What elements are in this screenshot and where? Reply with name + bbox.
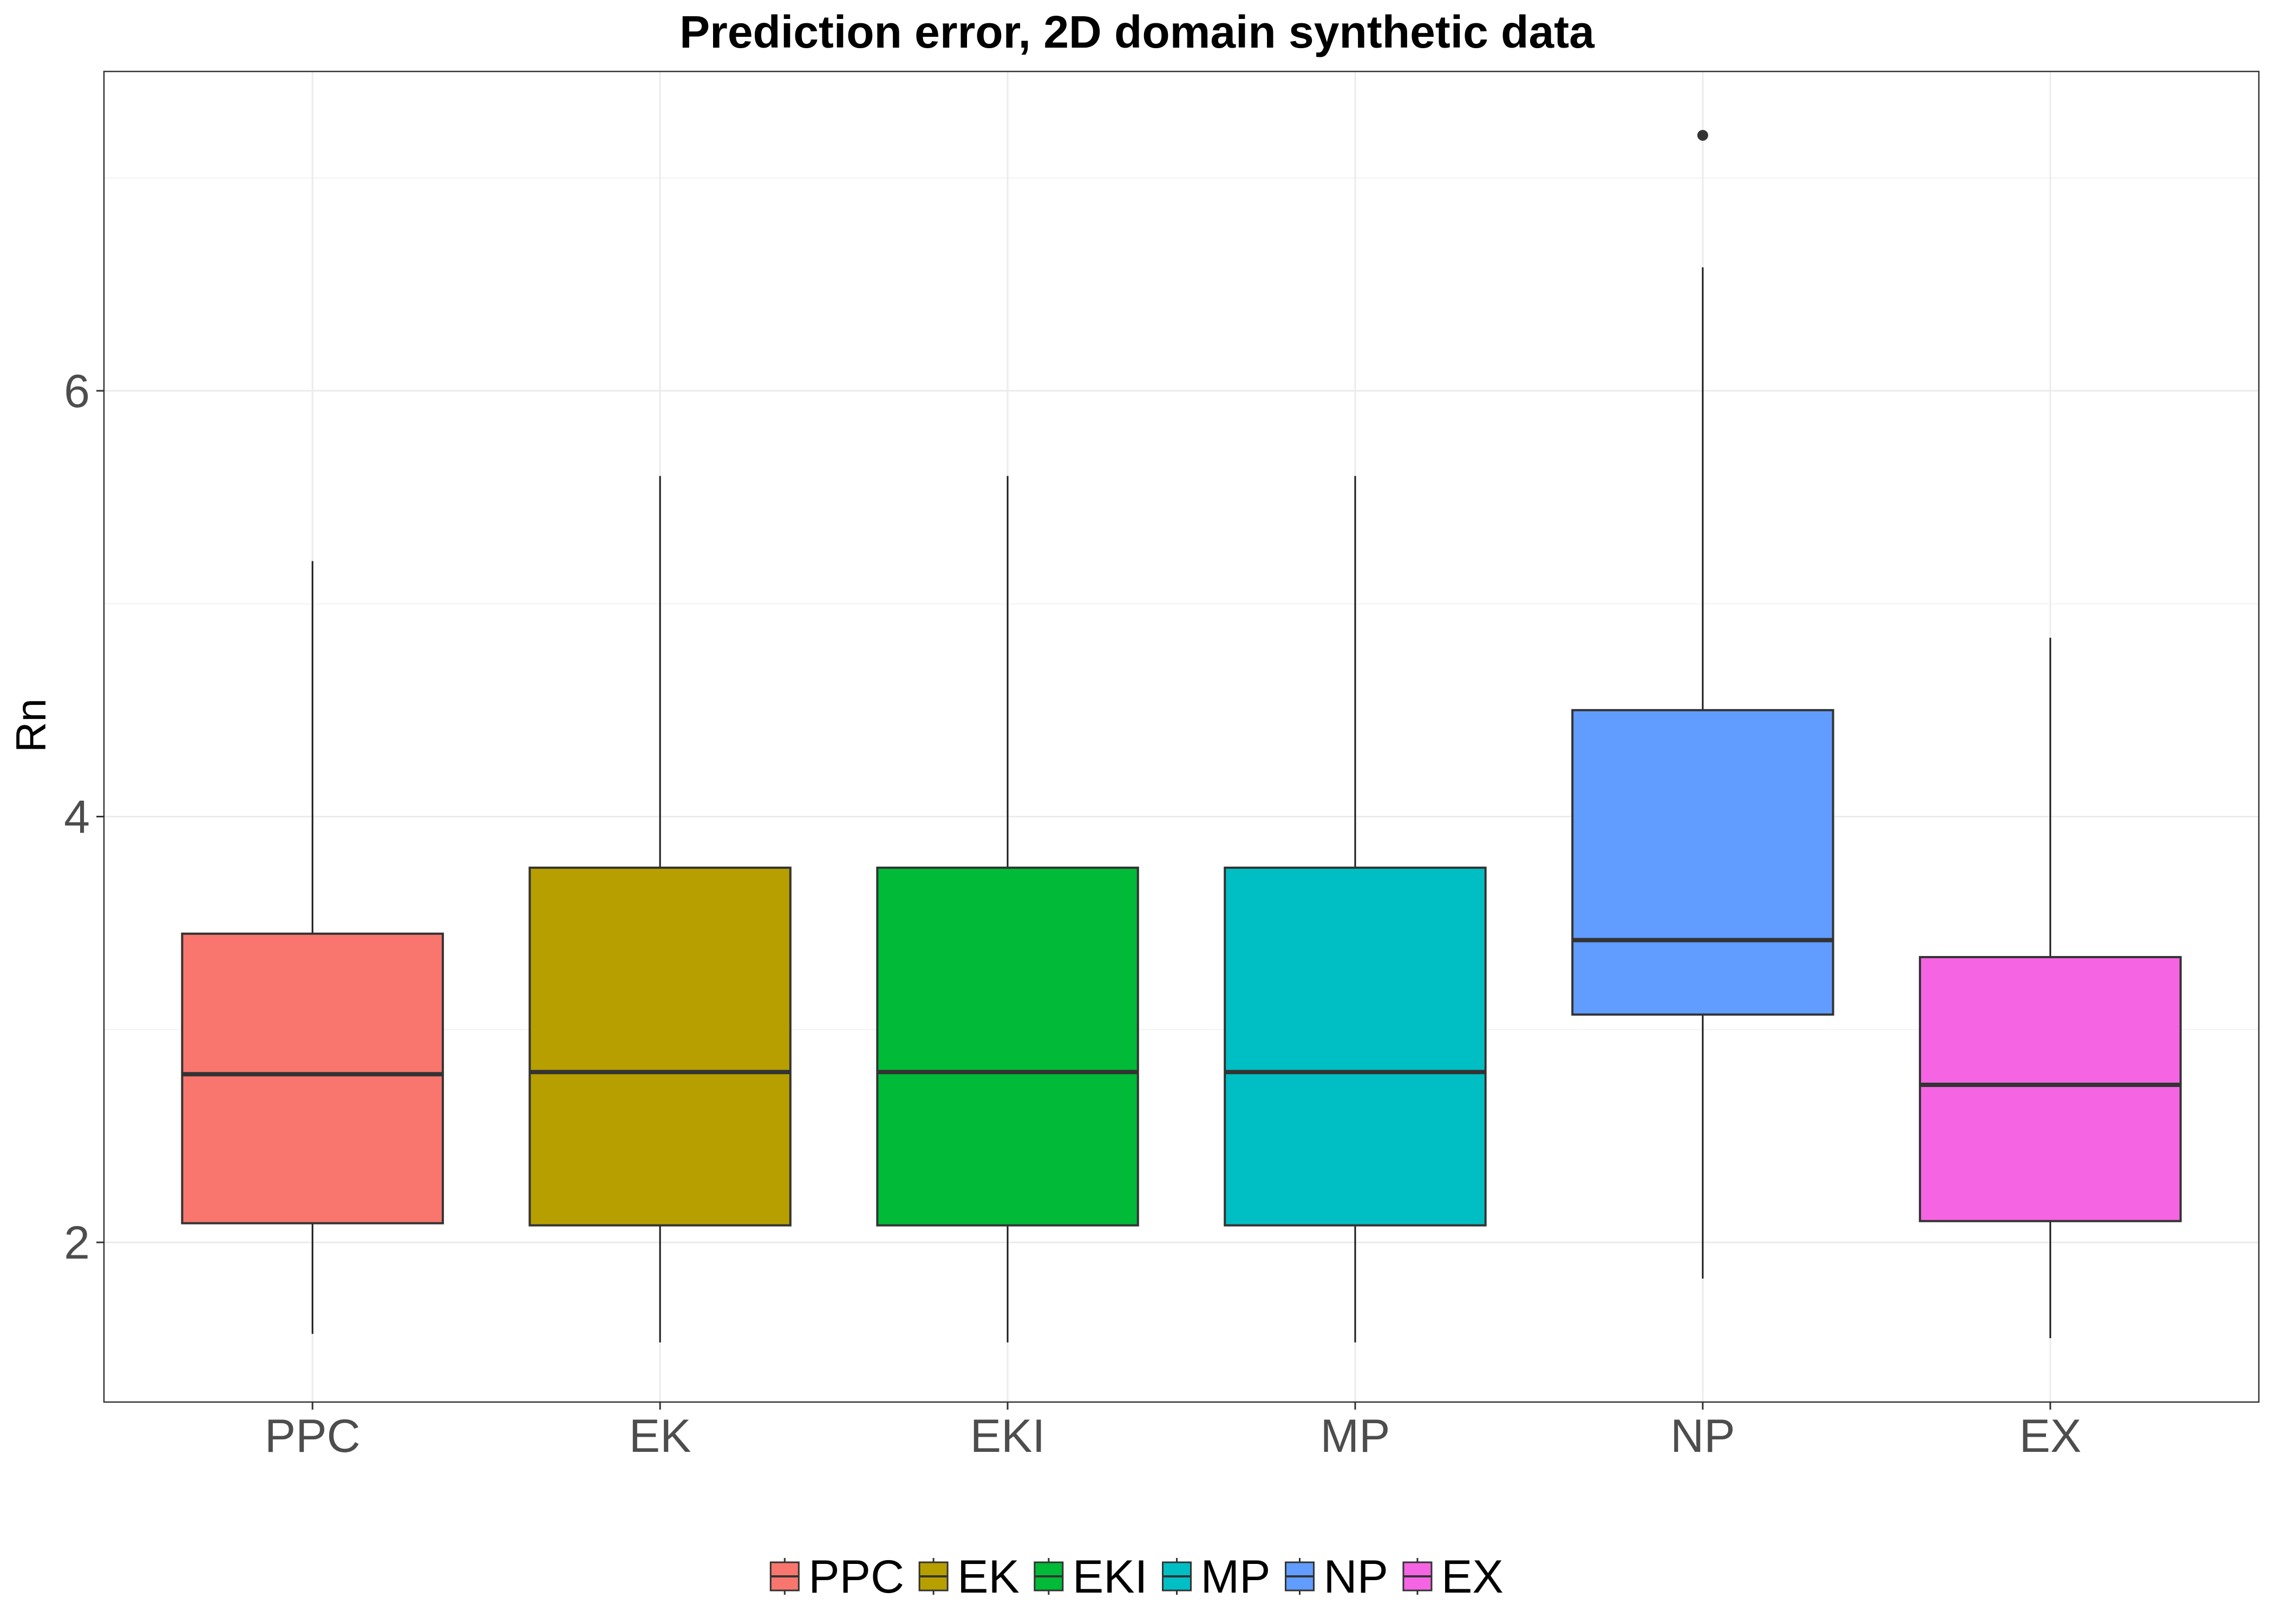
box-body xyxy=(876,866,1139,1227)
box-body xyxy=(181,932,444,1224)
box-body xyxy=(1919,956,2182,1222)
legend-label: MP xyxy=(1201,1551,1271,1603)
legend-label: EK xyxy=(957,1551,1020,1603)
legend-item-ex: EX xyxy=(1402,1551,1504,1603)
boxes xyxy=(181,129,2182,1343)
box-body xyxy=(1224,866,1487,1227)
axis-ticks: 2 4 6 PPC EK EKI MP NP EX xyxy=(64,365,2081,1462)
y-tick-label: 6 xyxy=(64,365,90,417)
legend-item-mp: MP xyxy=(1162,1551,1271,1603)
legend-item-np: NP xyxy=(1285,1551,1388,1603)
box-ek xyxy=(528,476,792,1343)
box-body xyxy=(528,866,792,1227)
legend: PPC EK EKI MP NP EX xyxy=(769,1551,1504,1603)
legend-label: PPC xyxy=(808,1551,904,1603)
box-mp xyxy=(1224,476,1487,1343)
y-tick-label: 2 xyxy=(64,1217,90,1269)
y-axis-label: Rn xyxy=(7,698,55,752)
x-tick-label: NP xyxy=(1670,1410,1735,1462)
legend-item-eki: EKI xyxy=(1034,1551,1148,1603)
legend-label: EKI xyxy=(1073,1551,1148,1603)
box-np xyxy=(1571,129,1834,1279)
x-tick-label: MP xyxy=(1320,1410,1390,1462)
legend-label: NP xyxy=(1324,1551,1388,1603)
box-eki xyxy=(876,476,1139,1343)
x-tick-label: EKI xyxy=(970,1410,1045,1462)
legend-item-ek: EK xyxy=(918,1551,1020,1603)
legend-item-ppc: PPC xyxy=(769,1551,904,1603)
x-tick-label: EK xyxy=(629,1410,691,1462)
outlier-point xyxy=(1697,129,1708,141)
x-tick-label: EX xyxy=(2019,1410,2081,1462)
box-ex xyxy=(1919,638,2182,1339)
x-tick-label: PPC xyxy=(265,1410,361,1462)
box-body xyxy=(1571,709,1834,1016)
plot-panel-border xyxy=(103,70,2260,1403)
legend-label: EX xyxy=(1441,1551,1504,1603)
box-ppc xyxy=(181,561,444,1334)
chart-title: Prediction error, 2D domain synthetic da… xyxy=(679,6,1595,57)
y-tick-label: 4 xyxy=(64,791,90,843)
